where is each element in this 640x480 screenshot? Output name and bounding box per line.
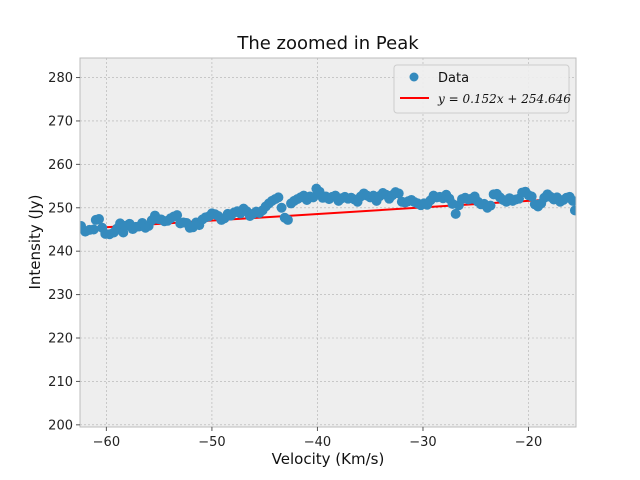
x-tick-label: −50 xyxy=(198,435,225,450)
legend-label-data: Data xyxy=(438,71,469,86)
y-axis-label: Intensity (Jy) xyxy=(26,194,44,289)
data-point xyxy=(569,205,576,216)
y-tick-label: 230 xyxy=(48,288,73,303)
y-tick-label: 280 xyxy=(48,71,73,86)
data-point xyxy=(282,214,293,225)
data-point xyxy=(273,192,284,203)
data-point xyxy=(526,191,537,202)
data-point xyxy=(276,202,287,213)
x-tick-label: −30 xyxy=(409,435,436,450)
data-points xyxy=(80,183,576,240)
data-point xyxy=(485,200,496,211)
chart-title: The zoomed in Peak xyxy=(236,33,419,54)
y-tick-label: 210 xyxy=(48,375,73,390)
legend: Data y = 0.152x + 254.646 xyxy=(393,64,571,114)
y-tick-label: 270 xyxy=(48,114,73,129)
legend-box xyxy=(393,64,570,114)
data-point xyxy=(567,195,576,206)
x-tick-label: −40 xyxy=(304,435,331,450)
y-tick-label: 220 xyxy=(48,332,73,347)
y-tick-label: 250 xyxy=(48,201,73,216)
legend-scatter-marker xyxy=(409,72,419,82)
data-point xyxy=(172,210,183,221)
y-tick-label: 260 xyxy=(48,158,73,173)
y-tick-label: 200 xyxy=(48,418,73,433)
x-axis-label: Velocity (Km/s) xyxy=(272,450,385,468)
legend-label-fit: y = 0.152x + 254.646 xyxy=(437,92,571,106)
plot-area xyxy=(80,58,576,427)
plot-frame xyxy=(79,57,577,428)
data-point xyxy=(393,188,404,199)
data-point xyxy=(88,224,99,235)
data-point xyxy=(93,214,104,225)
x-axis-ticks: −60 −50 −40 −30 −20 xyxy=(93,427,542,450)
y-tick-label: 240 xyxy=(48,245,73,260)
x-tick-label: −20 xyxy=(515,435,542,450)
x-tick-label: −60 xyxy=(93,435,120,450)
data-point xyxy=(450,208,461,219)
y-axis-ticks: 200 210 220 230 240 250 260 270 280 xyxy=(48,71,80,433)
